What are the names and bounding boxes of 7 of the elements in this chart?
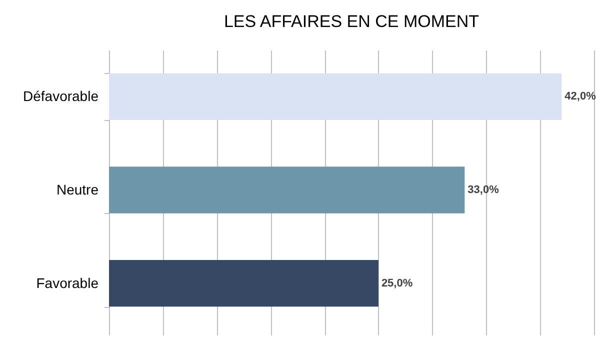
data-label: 42,0% [564, 90, 596, 103]
chart-title: LES AFFAIRES EN CE MOMENT [224, 12, 480, 31]
y-tick-label: Neutre [56, 182, 99, 198]
y-tick-label: Favorable [36, 274, 99, 291]
y-tick-label: Défavorable [23, 88, 99, 104]
data-label: 33,0% [468, 184, 500, 196]
data-label: 25,0% [381, 277, 413, 290]
